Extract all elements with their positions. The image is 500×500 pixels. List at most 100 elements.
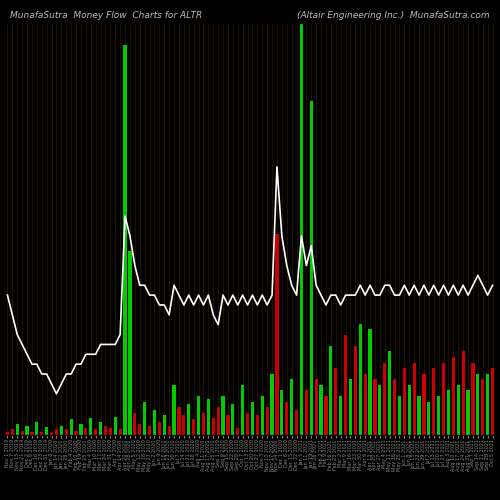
Bar <box>16 424 19 435</box>
Bar <box>334 368 338 435</box>
Bar <box>11 430 14 435</box>
Bar <box>232 404 234 435</box>
Bar <box>236 428 240 435</box>
Bar <box>305 390 308 435</box>
Bar <box>344 334 347 435</box>
Bar <box>207 400 210 435</box>
Bar <box>270 374 274 435</box>
Bar <box>266 407 268 435</box>
Bar <box>64 430 68 435</box>
Bar <box>354 346 357 435</box>
Bar <box>432 368 436 435</box>
Bar <box>30 432 34 435</box>
Bar <box>202 412 205 435</box>
Text: (Altair Engineering Inc.)  MunafaSutra.com: (Altair Engineering Inc.) MunafaSutra.co… <box>298 12 490 20</box>
Bar <box>192 420 195 435</box>
Bar <box>153 410 156 435</box>
Bar <box>187 404 190 435</box>
Bar <box>462 352 464 435</box>
Bar <box>368 329 372 435</box>
Bar <box>118 430 122 435</box>
Bar <box>447 390 450 435</box>
Bar <box>45 427 48 435</box>
Bar <box>216 407 220 435</box>
Bar <box>466 390 469 435</box>
Bar <box>26 426 29 435</box>
Bar <box>251 402 254 435</box>
Bar <box>290 380 293 435</box>
Bar <box>486 374 489 435</box>
Bar <box>393 380 396 435</box>
Bar <box>104 426 107 435</box>
Bar <box>50 433 53 435</box>
Bar <box>374 380 376 435</box>
Bar <box>442 362 445 435</box>
Bar <box>412 362 416 435</box>
Bar <box>388 352 391 435</box>
Bar <box>280 390 283 435</box>
Bar <box>36 422 38 435</box>
Bar <box>285 402 288 435</box>
Bar <box>481 380 484 435</box>
Bar <box>260 396 264 435</box>
Bar <box>20 430 24 435</box>
Bar <box>222 396 224 435</box>
Bar <box>114 417 117 435</box>
Bar <box>408 385 411 435</box>
Bar <box>134 412 136 435</box>
Bar <box>74 430 78 435</box>
Bar <box>226 415 230 435</box>
Bar <box>349 380 352 435</box>
Bar <box>124 45 126 435</box>
Bar <box>246 412 249 435</box>
Bar <box>6 432 9 435</box>
Bar <box>428 402 430 435</box>
Bar <box>472 362 474 435</box>
Bar <box>70 420 72 435</box>
Bar <box>84 428 87 435</box>
Text: MunafaSutra  Money Flow  Charts for ALTR: MunafaSutra Money Flow Charts for ALTR <box>10 12 202 20</box>
Bar <box>182 415 186 435</box>
Bar <box>418 396 420 435</box>
Bar <box>422 374 426 435</box>
Bar <box>330 346 332 435</box>
Bar <box>40 432 43 435</box>
Bar <box>158 422 161 435</box>
Bar <box>320 385 322 435</box>
Bar <box>172 385 176 435</box>
Bar <box>456 385 460 435</box>
Bar <box>310 100 313 435</box>
Bar <box>398 396 401 435</box>
Bar <box>138 424 141 435</box>
Bar <box>476 374 480 435</box>
Bar <box>94 430 97 435</box>
Bar <box>437 396 440 435</box>
Bar <box>178 407 180 435</box>
Bar <box>491 368 494 435</box>
Bar <box>241 385 244 435</box>
Bar <box>300 22 303 435</box>
Bar <box>314 380 318 435</box>
Bar <box>378 385 382 435</box>
Bar <box>109 428 112 435</box>
Bar <box>168 426 170 435</box>
Bar <box>364 374 366 435</box>
Bar <box>128 251 132 435</box>
Bar <box>403 368 406 435</box>
Bar <box>148 426 151 435</box>
Bar <box>276 234 278 435</box>
Bar <box>295 410 298 435</box>
Bar <box>383 362 386 435</box>
Bar <box>162 415 166 435</box>
Bar <box>324 396 328 435</box>
Bar <box>80 424 82 435</box>
Bar <box>60 426 63 435</box>
Bar <box>55 430 58 435</box>
Bar <box>452 357 455 435</box>
Bar <box>212 418 215 435</box>
Bar <box>89 418 92 435</box>
Bar <box>358 324 362 435</box>
Bar <box>197 396 200 435</box>
Bar <box>339 396 342 435</box>
Bar <box>256 415 259 435</box>
